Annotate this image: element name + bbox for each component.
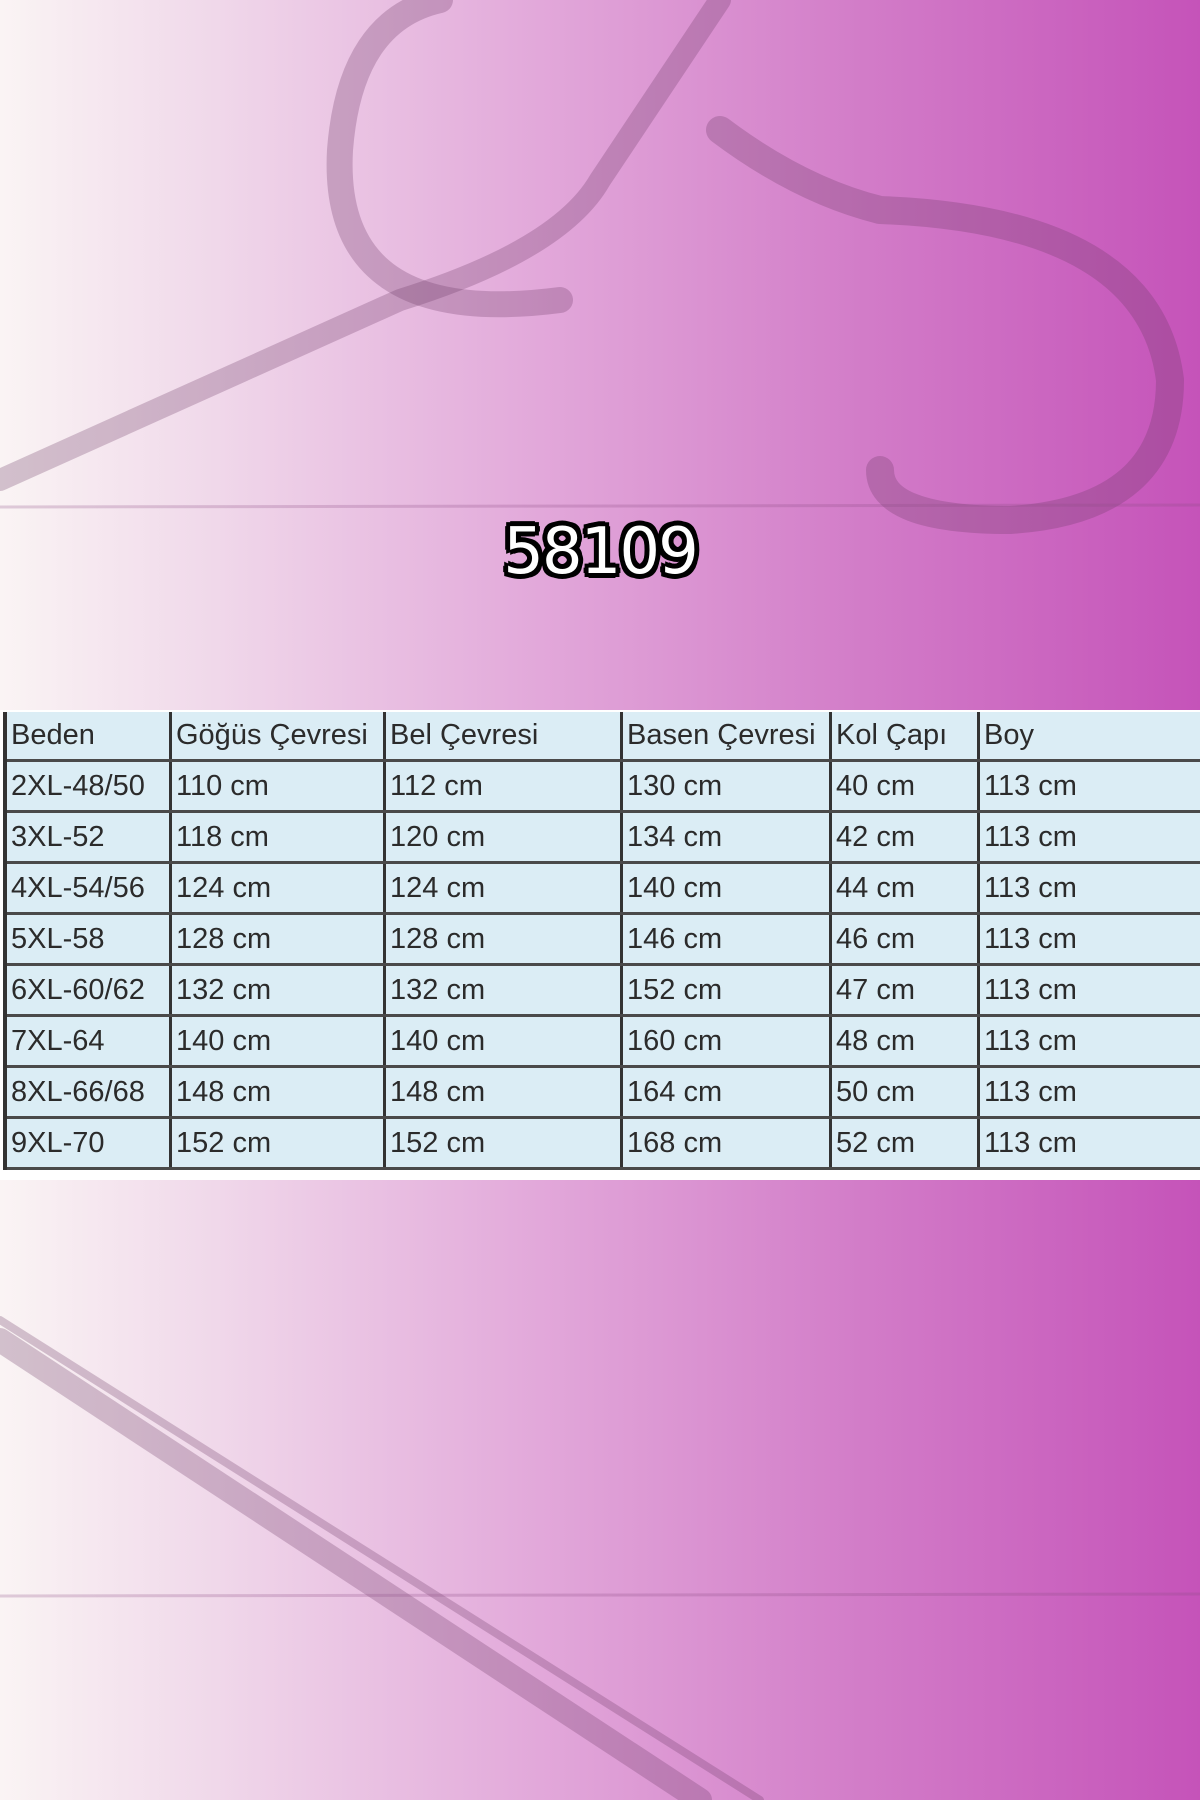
cell-chest: 152 cm — [170, 1117, 386, 1170]
cell-hip: 152 cm — [621, 964, 832, 1017]
cell-arm: 47 cm — [830, 964, 980, 1017]
size-table: Beden Göğüs Çevresi Bel Çevresi Basen Çe… — [3, 712, 1200, 1170]
cell-chest: 118 cm — [170, 811, 386, 864]
cell-waist: 148 cm — [384, 1066, 623, 1119]
cell-arm: 42 cm — [830, 811, 980, 864]
cell-chest: 148 cm — [170, 1066, 386, 1119]
cell-length: 113 cm — [978, 862, 1200, 915]
header-arm: Kol Çapı — [830, 712, 980, 762]
cell-waist: 128 cm — [384, 913, 623, 966]
table-row: 3XL-52 118 cm 120 cm 134 cm 42 cm 113 cm — [5, 811, 1200, 864]
cell-waist: 140 cm — [384, 1015, 623, 1068]
cell-waist: 120 cm — [384, 811, 623, 864]
cell-size: 7XL-64 — [5, 1015, 172, 1068]
cell-length: 113 cm — [978, 811, 1200, 864]
cell-waist: 112 cm — [384, 760, 623, 813]
cell-hip: 130 cm — [621, 760, 832, 813]
table-row: 7XL-64 140 cm 140 cm 160 cm 48 cm 113 cm — [5, 1015, 1200, 1068]
cell-hip: 160 cm — [621, 1015, 832, 1068]
header-waist: Bel Çevresi — [384, 712, 623, 762]
cell-size: 6XL-60/62 — [5, 964, 172, 1017]
header-size: Beden — [5, 712, 172, 762]
size-chart: Beden Göğüs Çevresi Bel Çevresi Basen Çe… — [0, 710, 1200, 1180]
product-code: 58109 — [503, 515, 699, 589]
cell-hip: 140 cm — [621, 862, 832, 915]
cell-hip: 146 cm — [621, 913, 832, 966]
cell-size: 4XL-54/56 — [5, 862, 172, 915]
cell-chest: 140 cm — [170, 1015, 386, 1068]
header-hip: Basen Çevresi — [621, 712, 832, 762]
cell-length: 113 cm — [978, 760, 1200, 813]
header-chest: Göğüs Çevresi — [170, 712, 386, 762]
cell-hip: 134 cm — [621, 811, 832, 864]
table-row: 4XL-54/56 124 cm 124 cm 140 cm 44 cm 113 cm — [5, 862, 1200, 915]
cell-arm: 48 cm — [830, 1015, 980, 1068]
table-row: 2XL-48/50 110 cm 112 cm 130 cm 40 cm 113 cm — [5, 760, 1200, 813]
cell-chest: 128 cm — [170, 913, 386, 966]
cell-size: 8XL-66/68 — [5, 1066, 172, 1119]
cell-waist: 152 cm — [384, 1117, 623, 1170]
cell-arm: 40 cm — [830, 760, 980, 813]
table-row: 5XL-58 128 cm 128 cm 146 cm 46 cm 113 cm — [5, 913, 1200, 966]
cell-length: 113 cm — [978, 964, 1200, 1017]
cell-hip: 168 cm — [621, 1117, 832, 1170]
cell-size: 9XL-70 — [5, 1117, 172, 1170]
cell-chest: 132 cm — [170, 964, 386, 1017]
cell-length: 113 cm — [978, 913, 1200, 966]
table-row: 6XL-60/62 132 cm 132 cm 152 cm 47 cm 113 cm — [5, 964, 1200, 1017]
cell-hip: 164 cm — [621, 1066, 832, 1119]
cell-length: 113 cm — [978, 1015, 1200, 1068]
cell-size: 2XL-48/50 — [5, 760, 172, 813]
cell-chest: 110 cm — [170, 760, 386, 813]
cell-waist: 124 cm — [384, 862, 623, 915]
cell-waist: 132 cm — [384, 964, 623, 1017]
cell-arm: 52 cm — [830, 1117, 980, 1170]
cell-length: 113 cm — [978, 1066, 1200, 1119]
cell-arm: 44 cm — [830, 862, 980, 915]
table-header-row: Beden Göğüs Çevresi Bel Çevresi Basen Çe… — [5, 712, 1200, 762]
cell-length: 113 cm — [978, 1117, 1200, 1170]
cell-size: 5XL-58 — [5, 913, 172, 966]
cell-size: 3XL-52 — [5, 811, 172, 864]
table-row: 8XL-66/68 148 cm 148 cm 164 cm 50 cm 113 cm — [5, 1066, 1200, 1119]
cell-arm: 50 cm — [830, 1066, 980, 1119]
header-length: Boy — [978, 712, 1200, 762]
table-row: 9XL-70 152 cm 152 cm 168 cm 52 cm 113 cm — [5, 1117, 1200, 1170]
cell-arm: 46 cm — [830, 913, 980, 966]
cell-chest: 124 cm — [170, 862, 386, 915]
